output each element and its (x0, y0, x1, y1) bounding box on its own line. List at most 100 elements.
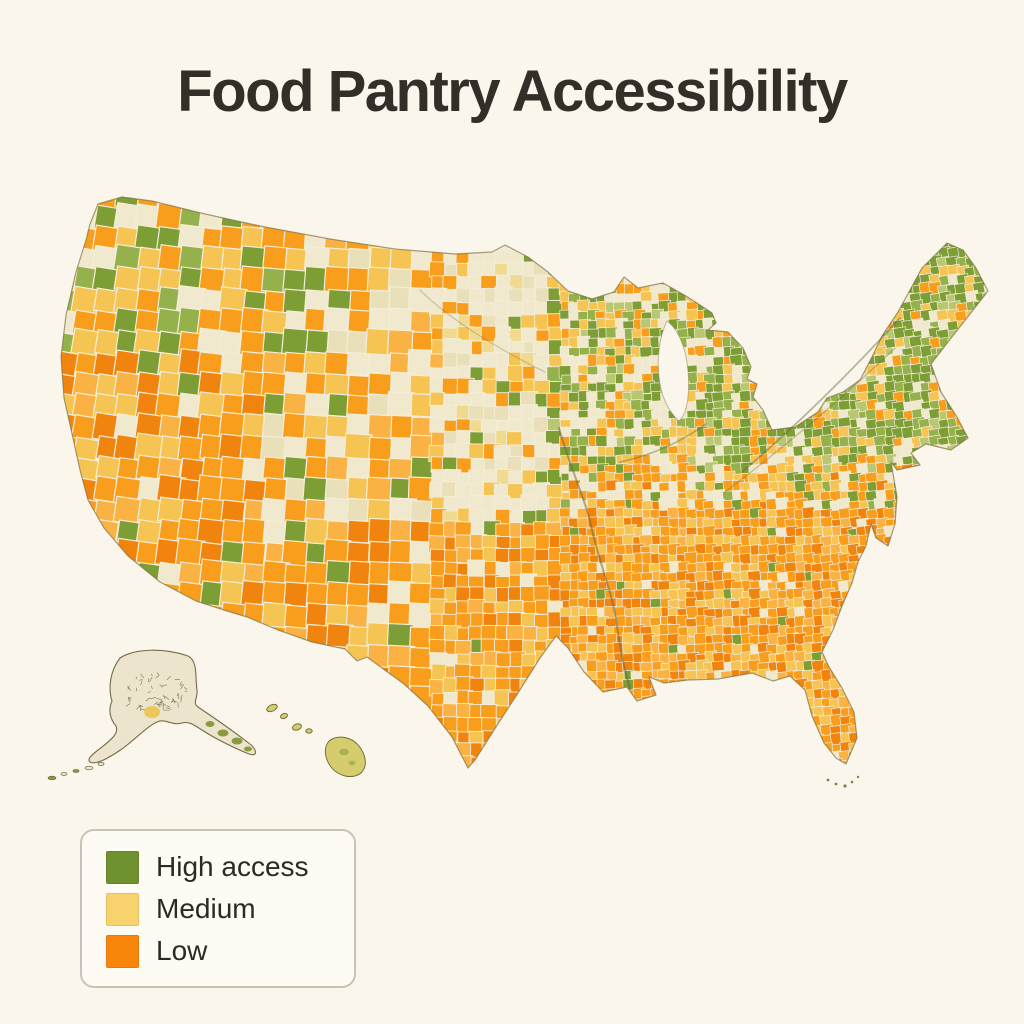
county-cell (909, 688, 924, 703)
county-cell (793, 391, 806, 404)
county-cell (156, 792, 184, 820)
county-cell (930, 678, 943, 692)
county-cell (803, 797, 816, 810)
county-cell (920, 480, 935, 495)
county-cell (731, 705, 746, 720)
county-cell (469, 209, 486, 227)
county-cell (747, 758, 762, 768)
county-cell (730, 689, 744, 703)
county-cell (929, 643, 943, 658)
county-cell (918, 759, 932, 768)
county-cell (695, 265, 709, 280)
county-cell (722, 275, 736, 289)
county-cell (157, 749, 185, 768)
county-cell (937, 659, 952, 675)
county-cell (867, 706, 881, 720)
county-cell (954, 533, 968, 548)
county-cell (535, 781, 552, 798)
county-cell (431, 783, 447, 799)
county-cell (918, 634, 933, 650)
county-cell (991, 617, 1003, 629)
county-cell (864, 211, 879, 226)
county-cell (938, 227, 953, 242)
county-cell (643, 778, 655, 790)
county-cell (723, 282, 737, 296)
county-cell (820, 371, 835, 386)
county-cell (568, 688, 581, 701)
county-cell (948, 732, 962, 746)
county-cell (283, 197, 310, 210)
county-cell (613, 740, 628, 755)
county-cell (883, 302, 897, 316)
county-cell (973, 381, 988, 395)
county-cell (920, 200, 936, 216)
county-cell (972, 317, 988, 333)
county-cell (114, 600, 145, 631)
county-cell (612, 203, 626, 216)
county-cell (921, 536, 934, 550)
county-cell (588, 750, 601, 764)
county-cell (928, 795, 942, 809)
county-cell (703, 283, 716, 296)
county-cell (704, 239, 717, 252)
county-cell (776, 733, 791, 748)
county-cell (936, 688, 951, 703)
county-cell (965, 722, 981, 738)
county-cell (937, 219, 950, 232)
county-cell (649, 778, 662, 791)
county-cell (803, 197, 817, 205)
county-cell (677, 183, 688, 194)
county-cell (971, 705, 987, 720)
county-cell (624, 706, 636, 719)
county-cell (667, 715, 682, 730)
county-cell (858, 778, 870, 790)
county-cell (839, 668, 854, 683)
county-cell (658, 697, 673, 712)
county-cell (973, 346, 988, 361)
county-cell (953, 352, 969, 368)
county-cell (304, 794, 329, 819)
county-cell (649, 212, 662, 225)
county-cell (740, 246, 754, 259)
county-cell (874, 218, 889, 233)
county-cell (738, 389, 752, 403)
county-cell (784, 202, 798, 216)
county-cell (578, 200, 592, 214)
county-cell (991, 353, 1005, 367)
county-cell (640, 202, 654, 216)
county-cell (604, 716, 618, 730)
county-cell (157, 602, 184, 630)
county-cell (694, 716, 707, 729)
county-cell (630, 247, 645, 262)
county-cell (547, 691, 566, 709)
hawaii-island (292, 723, 302, 731)
county-cell (963, 760, 978, 768)
county-cell (766, 380, 781, 396)
county-cell (561, 256, 574, 270)
county-cell (974, 197, 988, 206)
county-cell (912, 695, 926, 709)
county-cell (883, 633, 897, 647)
county-cell (973, 201, 988, 216)
county-cell (917, 516, 933, 532)
county-cell (651, 265, 664, 277)
county-cell (509, 730, 526, 747)
county-cell (832, 779, 844, 791)
county-cell (722, 197, 737, 198)
county-cell (938, 669, 953, 684)
county-cell (983, 254, 988, 270)
county-cell (857, 308, 872, 323)
county-cell (757, 203, 770, 216)
county-cell (921, 751, 935, 765)
hawaii-island (305, 728, 313, 734)
county-cell (795, 769, 808, 782)
county-cell (135, 581, 163, 609)
county-cell (612, 210, 626, 225)
county-cell (972, 787, 985, 800)
county-cell (775, 301, 788, 314)
county-cell (946, 723, 961, 738)
county-cell (930, 572, 943, 586)
county-cell (176, 580, 204, 609)
county-cell (972, 760, 986, 768)
county-cell (822, 301, 836, 315)
